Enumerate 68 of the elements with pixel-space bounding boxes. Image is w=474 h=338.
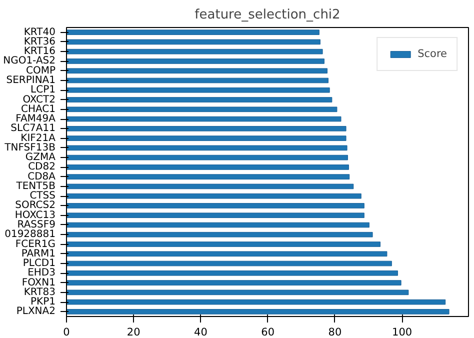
y-tick-label: TENT5B — [15, 180, 56, 192]
bar — [66, 58, 324, 64]
bar — [66, 260, 392, 266]
x-tick-label: 40 — [194, 326, 208, 338]
y-tick-label: NGO1-AS2 — [3, 56, 56, 67]
bar — [66, 309, 450, 314]
x-tick-label: 20 — [126, 326, 140, 338]
bar — [66, 184, 354, 190]
y-tick-label: SLC7A11 — [10, 123, 56, 134]
bar — [66, 78, 328, 84]
y-tick-label: EHD3 — [28, 268, 56, 279]
bar — [66, 68, 328, 74]
y-tick-label: CD8A — [28, 171, 56, 182]
bar — [66, 270, 398, 276]
x-tick-label: 0 — [63, 326, 70, 338]
y-tick-label: COMP — [26, 65, 56, 76]
bar — [66, 174, 350, 180]
bar — [66, 39, 320, 45]
y-tick-label: OXCT2 — [22, 94, 56, 106]
y-tick-label: RASSF9 — [17, 219, 56, 230]
bar — [66, 126, 346, 132]
bar — [66, 136, 346, 141]
y-tick-label: KRT36 — [24, 36, 56, 48]
bar — [66, 87, 330, 93]
y-tick-label: KRT16 — [24, 46, 56, 58]
y-tick-label: TNFSF13B — [4, 142, 56, 154]
x-tick-label: 100 — [392, 326, 412, 338]
y-tick-label: 01928881 — [4, 229, 56, 240]
bar — [66, 106, 338, 112]
bar — [66, 222, 370, 228]
y-tick-label: HOXC13 — [14, 210, 56, 221]
y-tick-label: FOXN1 — [22, 277, 56, 288]
bar — [66, 232, 373, 238]
y-tick-label: KRT83 — [24, 286, 56, 298]
y-tick-label: CD82 — [28, 162, 56, 173]
y-tick-label: SORCS2 — [15, 200, 56, 212]
y-tick-label: PLCD1 — [22, 258, 56, 270]
bar — [66, 154, 348, 160]
y-tick-label: PLXNA2 — [16, 306, 56, 318]
bar — [66, 251, 388, 257]
y-tick-label: PARM1 — [21, 248, 56, 260]
y-tick-label: CHAC1 — [20, 104, 56, 115]
y-tick-label: KRT40 — [24, 26, 56, 38]
bar — [66, 290, 409, 296]
y-tick-label: SERPINA1 — [6, 74, 56, 86]
y-tick-label: KIF21A — [20, 132, 56, 144]
bar — [66, 299, 446, 305]
bar — [66, 48, 323, 54]
x-tick-label: 80 — [328, 326, 342, 338]
y-tick-label: LCP1 — [30, 84, 56, 96]
bar — [66, 30, 320, 35]
bar — [66, 212, 364, 218]
y-tick-label: GZMA — [25, 152, 56, 164]
bar — [66, 145, 348, 151]
y-tick-label: FCER1G — [15, 238, 56, 250]
y-tick-label: FAM49A — [16, 114, 56, 125]
bar — [66, 116, 342, 122]
y-tick-label: CTSS — [30, 190, 56, 202]
legend-label: Score — [418, 48, 447, 60]
chart-title: feature_selection_chi2 — [194, 8, 340, 22]
y-tick-label: PKP1 — [30, 296, 56, 308]
bar — [66, 203, 364, 208]
bar — [66, 280, 402, 286]
bar — [66, 242, 380, 247]
bar — [66, 193, 362, 199]
bar — [66, 97, 332, 102]
x-tick-label: 60 — [261, 326, 275, 338]
bar — [66, 164, 349, 170]
